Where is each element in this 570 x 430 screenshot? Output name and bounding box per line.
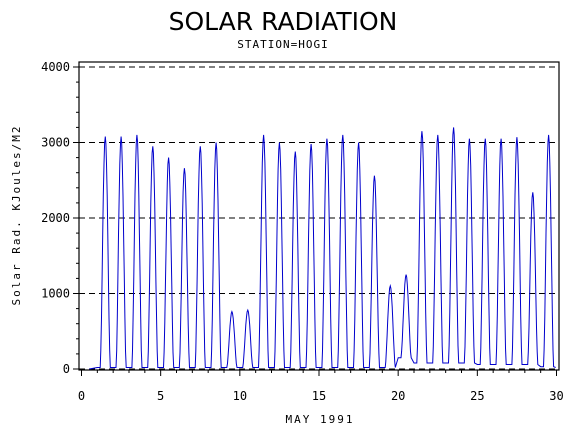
y-tick-label: 1000 [41, 287, 70, 301]
y-tick-label: 0 [63, 362, 70, 376]
x-tick-label: 5 [157, 389, 164, 403]
y-tick-label: 4000 [41, 60, 70, 74]
series-line [89, 127, 556, 370]
chart-title: SOLAR RADIATION [169, 7, 398, 36]
x-tick-label: 0 [78, 389, 85, 403]
y-tick-label: 3000 [41, 136, 70, 150]
x-tick-label: 20 [391, 389, 405, 403]
chart-subtitle: STATION=HOGI [237, 38, 328, 51]
tick-labels: 0 1000 2000 3000 4000 0 5 10 15 20 25 30 [41, 60, 564, 403]
grid-lines [79, 66, 559, 370]
y-tick-label: 2000 [41, 211, 70, 225]
axis-ticks [73, 66, 557, 376]
x-tick-label: 15 [312, 389, 326, 403]
x-tick-label: 30 [549, 389, 563, 403]
y-axis-label: Solar Rad. KJoules/M2 [10, 124, 23, 305]
x-tick-label: 10 [233, 389, 247, 403]
x-tick-label: 25 [470, 389, 484, 403]
series-layer [89, 127, 556, 370]
x-axis-label: MAY 1991 [286, 413, 355, 426]
